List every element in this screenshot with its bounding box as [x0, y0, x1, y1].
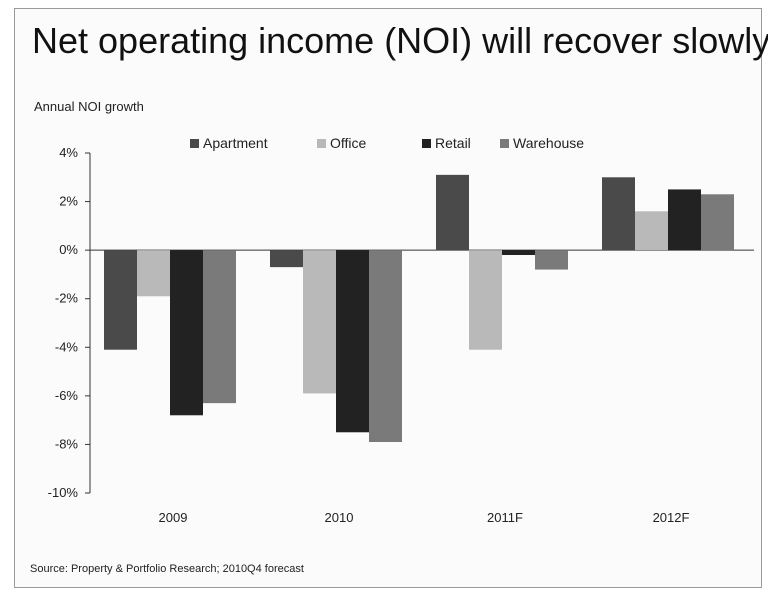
legend-label-office: Office [330, 135, 367, 151]
bar-warehouse-2010 [369, 250, 402, 442]
x-tick-label: 2011F [487, 510, 523, 525]
legend-swatch-warehouse [500, 139, 509, 148]
y-tick-label: -8% [55, 436, 79, 451]
bar-apartment-2012f [602, 177, 635, 251]
page-title: Net operating income (NOI) will recover … [32, 20, 768, 61]
legend-label-apartment: Apartment [203, 135, 268, 151]
bar-apartment-2011f [436, 174, 469, 251]
bar-warehouse-2011f [535, 250, 568, 270]
bar-retail-2012f [668, 189, 701, 251]
legend-swatch-apartment [190, 139, 199, 148]
y-tick-label: 4% [59, 145, 78, 160]
bar-retail-2011f [502, 250, 535, 255]
y-tick-label: -4% [55, 339, 79, 354]
bar-office-2011f [469, 250, 502, 350]
y-tick-label: -6% [55, 388, 79, 403]
legend-label-retail: Retail [435, 135, 471, 151]
y-tick-label: 0% [59, 242, 78, 257]
y-tick-label: 2% [59, 194, 78, 209]
bar-office-2010 [303, 250, 336, 394]
chart-legend: Apartment Office Retail Warehouse [190, 135, 584, 151]
bar-office-2012f [635, 211, 668, 251]
bar-retail-2010 [336, 250, 369, 433]
bar-retail-2009 [170, 250, 203, 416]
bar-office-2009 [137, 250, 170, 297]
x-tick-label: 2009 [159, 510, 188, 525]
legend-swatch-retail [422, 139, 431, 148]
legend-label-warehouse: Warehouse [513, 135, 584, 151]
bar-warehouse-2009 [203, 250, 236, 404]
chart-bars [104, 174, 734, 442]
source-note: Source: Property & Portfolio Research; 2… [30, 563, 304, 575]
y-tick-label: -2% [55, 291, 79, 306]
bar-apartment-2009 [104, 250, 137, 350]
y-axis-label: Annual NOI growth [34, 99, 144, 114]
x-tick-label: 2010 [325, 510, 354, 525]
bar-warehouse-2012f [701, 194, 734, 251]
legend-swatch-office [317, 139, 326, 148]
y-tick-label: -10% [48, 485, 79, 500]
x-tick-label: 2012F [653, 510, 690, 525]
bar-apartment-2010 [270, 250, 303, 268]
